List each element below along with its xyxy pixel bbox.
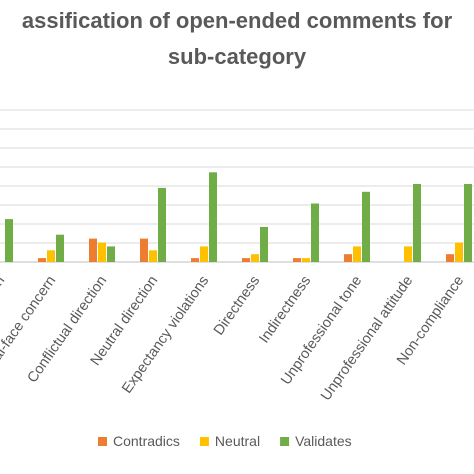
- category-label-0: concern: [0, 273, 8, 324]
- bar-validates-0: [5, 219, 13, 262]
- bar-neutral-1: [47, 250, 55, 262]
- bar-neutral-8: [404, 246, 412, 262]
- category-label-4: Expectancy violations: [119, 273, 212, 396]
- category-label-5: Directness: [211, 273, 263, 338]
- bar-contradics-4: [191, 258, 199, 262]
- bar-neutral-7: [353, 246, 361, 262]
- bar-neutral-5: [251, 254, 259, 262]
- bar-validates-3: [158, 187, 166, 262]
- bar-validates-5: [260, 226, 268, 262]
- bar-contradics-2: [89, 238, 97, 262]
- legend-swatch-neutral: [199, 437, 209, 446]
- bar-contradics-3: [140, 238, 148, 262]
- legend-label-contradics: Contradics: [113, 433, 180, 449]
- chart-title-line-1: assification of open-ended comments for: [22, 8, 453, 33]
- bar-validates-2: [107, 246, 115, 262]
- bar-contradics-1: [38, 258, 46, 262]
- legend-label-validates: Validates: [295, 433, 352, 449]
- bar-neutral-2: [98, 242, 106, 262]
- bar-contradics-9: [446, 254, 454, 262]
- bar-neutral-4: [200, 246, 208, 262]
- bar-neutral-9: [455, 242, 463, 262]
- bar-validates-8: [413, 184, 421, 262]
- bar-contradics-6: [293, 258, 301, 262]
- category-label-8: Unprofessional attitude: [318, 273, 416, 404]
- legend-swatch-contradics: [98, 437, 107, 446]
- bar-neutral-6: [302, 258, 310, 262]
- bar-contradics-7: [344, 254, 352, 262]
- legend: Contradics Neutral Validates: [98, 433, 352, 449]
- bar-validates-6: [311, 203, 319, 262]
- bars: [5, 172, 472, 262]
- chart-title-line-2: sub-category: [168, 44, 307, 69]
- gridlines: [0, 109, 474, 263]
- legend-swatch-validates: [280, 437, 290, 446]
- bar-validates-4: [209, 172, 217, 262]
- bar-neutral-3: [149, 250, 157, 262]
- bar-validates-7: [362, 191, 370, 262]
- legend-label-neutral: Neutral: [215, 433, 260, 449]
- category-label-6: Indirectness: [256, 273, 314, 346]
- bar-validates-9: [464, 184, 472, 262]
- bar-contradics-5: [242, 258, 250, 262]
- bar-validates-1: [56, 234, 64, 262]
